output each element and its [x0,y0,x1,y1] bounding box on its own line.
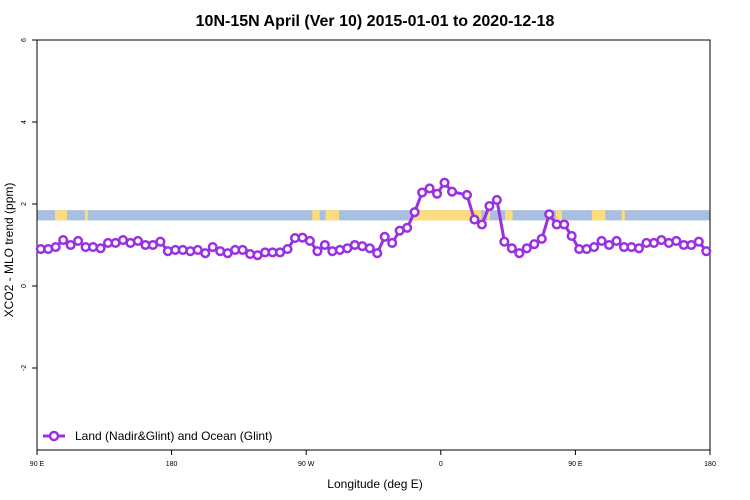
data-point [402,222,413,233]
data-point [304,235,315,246]
data-point [514,248,525,259]
data-point [319,239,330,251]
x-tick-label: 0 [439,461,443,468]
data-point [200,248,211,259]
series-points [35,177,712,261]
data-point [73,235,84,246]
legend-entry: Land (Nadir&Glint) and Ocean (Glint) [75,429,272,443]
land-segment [54,210,67,221]
data-point [476,219,487,230]
data-point [364,243,375,254]
data-point [50,242,61,253]
data-point [432,188,443,199]
data-point [207,242,218,253]
x-tick-label: 90 E [30,461,45,468]
data-point [237,244,248,255]
data-point [604,239,615,251]
plot-frame [36,39,711,451]
land-segment [312,210,320,221]
data-point [155,236,166,247]
data-point [65,239,76,251]
land-segment [410,210,482,221]
data-point [633,243,645,254]
data-point [506,243,517,254]
data-point [693,236,704,247]
data-point [439,177,450,188]
land-segment [505,210,513,221]
y-tick-label: 4 [21,120,28,124]
land-segment [325,210,340,221]
data-point [589,242,600,253]
x-axis-label: Longitude (deg E) [327,477,422,491]
land-segment [487,210,491,221]
data-point [312,246,323,257]
data-point [521,243,532,254]
data-point [409,207,420,218]
x-axis: 90 E 180 90 W 0 90 E 180 [30,450,716,468]
data-point [499,236,510,247]
data-point [701,246,712,257]
data-point [95,243,106,254]
land-ocean-band [37,210,710,221]
data-point [491,194,502,205]
data-point [132,235,143,246]
data-point [484,201,495,212]
ocean-band [37,210,710,221]
land-segment [591,210,606,221]
data-point [536,233,547,244]
legend-marker [48,430,60,442]
data-point [559,219,570,230]
y-tick-label: 6 [21,38,28,42]
data-point [529,239,540,250]
data-point [424,183,435,194]
data-point [446,186,458,197]
data-point [379,231,390,242]
y-axis-label: XCO2 - MLO trend (ppm) [2,183,16,318]
data-point [58,235,69,246]
land-segment [621,210,625,221]
y-tick-label: 0 [21,284,28,288]
land-segment [84,210,88,221]
x-tick-label: 90 W [298,461,315,468]
legend: Land (Nadir&Glint) and Ocean (Glint) [43,429,272,443]
data-point [596,235,607,246]
data-point [417,187,428,198]
chart-title: 10N-15N April (Ver 10) 2015-01-01 to 202… [196,13,555,30]
y-tick-label: -2 [21,365,28,371]
data-point [671,235,682,246]
data-point [461,189,473,201]
data-point [282,244,293,255]
x-tick-label: 180 [166,461,178,468]
x-tick-label: 90 E [568,461,583,468]
data-point [469,214,480,225]
land-segment [555,210,562,221]
data-point [611,235,622,246]
data-point [566,230,577,242]
data-point [372,248,383,259]
y-tick-label: 2 [21,202,28,206]
y-axis: -2 0 2 4 6 [21,38,37,371]
x-tick-label: 180 [704,461,716,468]
data-point [544,209,555,220]
data-point [387,237,398,248]
